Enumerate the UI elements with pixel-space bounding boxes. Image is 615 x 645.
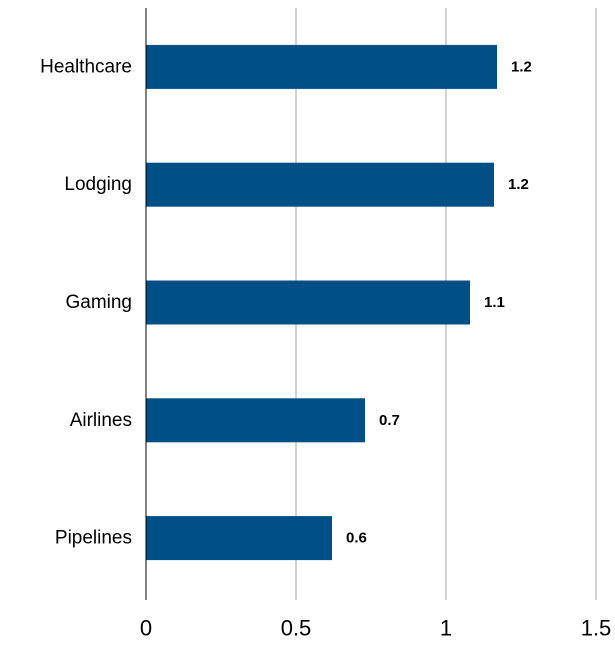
bar <box>146 44 497 89</box>
bars <box>146 44 497 561</box>
category-label: Lodging <box>64 174 132 195</box>
data-label: 0.6 <box>346 530 367 547</box>
bar <box>146 398 365 443</box>
category-labels: Healthcare Lodging Gaming Airlines Pipelines <box>40 56 132 548</box>
x-tick-labels: 0 0.5 1 1.5 <box>140 616 611 641</box>
category-label: Airlines <box>70 410 132 431</box>
data-label: 1.2 <box>511 58 532 75</box>
category-label: Pipelines <box>55 528 132 549</box>
category-label: Healthcare <box>40 56 132 77</box>
bar <box>146 162 494 207</box>
x-tick-label: 1.5 <box>581 616 612 641</box>
category-label: Gaming <box>65 292 132 313</box>
bar <box>146 516 332 561</box>
data-label: 0.7 <box>379 412 400 429</box>
data-labels: 1.2 1.2 1.1 0.7 0.6 <box>346 58 532 546</box>
data-label: 1.1 <box>484 294 505 311</box>
x-tick-label: 1 <box>440 616 452 641</box>
x-tick-label: 0.5 <box>281 616 312 641</box>
x-tick-label: 0 <box>140 616 152 641</box>
bar <box>146 280 470 325</box>
data-label: 1.2 <box>508 176 529 193</box>
